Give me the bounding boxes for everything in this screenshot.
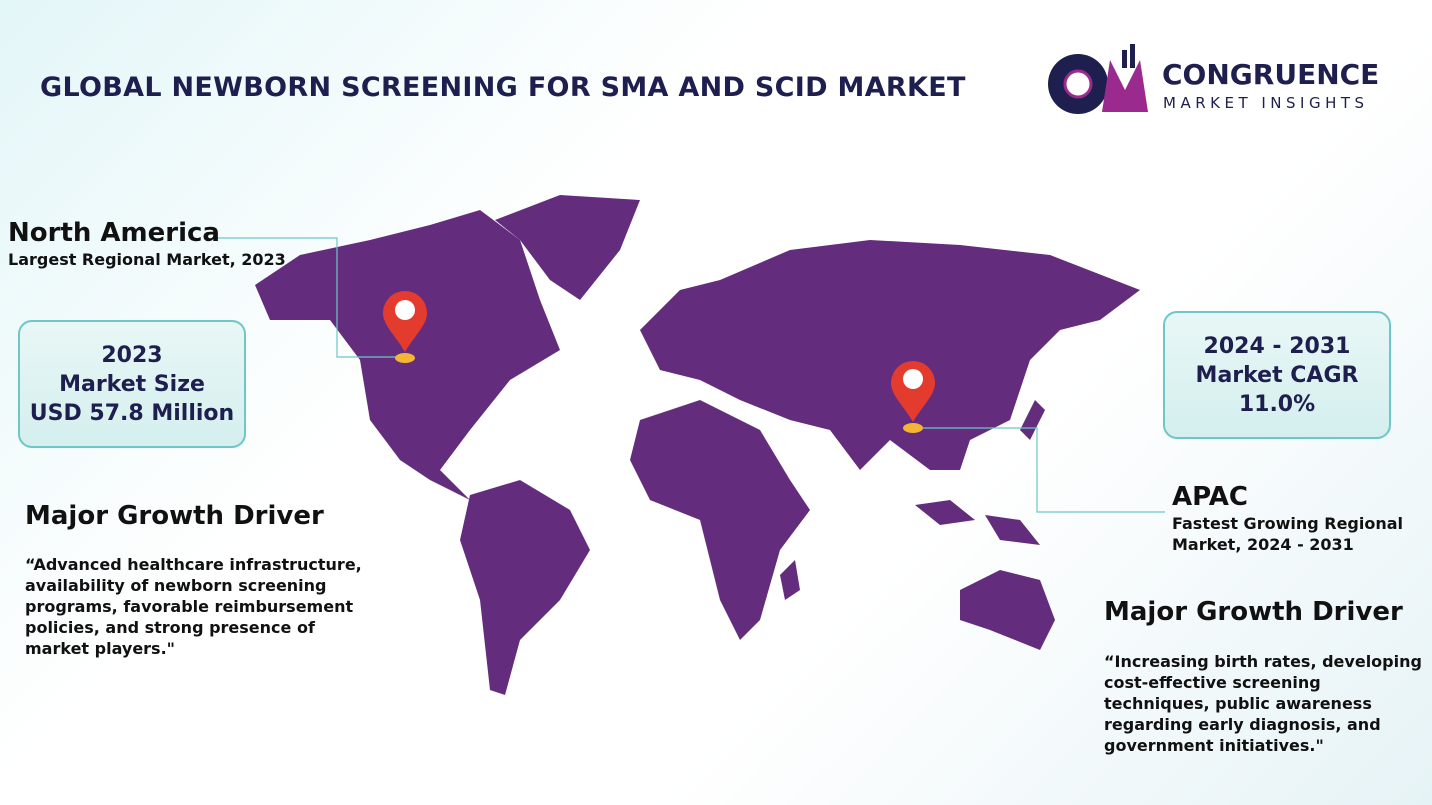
label: Market CAGR	[1195, 362, 1359, 388]
title: GLOBAL NEWBORN SCREENING FOR SMA AND SCI…	[40, 72, 966, 103]
label: Market Size	[59, 371, 205, 397]
year: 2023	[101, 342, 163, 368]
driver-text: “Advanced healthcare infrastructure, ava…	[25, 555, 362, 658]
cagr-card: 2024 - 2031 Market CAGR 11.0%	[1163, 311, 1391, 439]
value: 11.0%	[1238, 391, 1316, 417]
market-size-card: 2023 Market Size USD 57.8 Million	[18, 320, 246, 448]
region-note: Fastest Growing Regional Market, 2024 - …	[1172, 514, 1404, 554]
driver-text: “Increasing birth rates, developing cost…	[1104, 652, 1422, 755]
region-name: APAC	[1172, 482, 1248, 512]
driver-heading: Major Growth Driver	[25, 501, 324, 531]
logo-tagline: MARKET INSIGHTS	[1163, 94, 1369, 112]
period: 2024 - 2031	[1203, 333, 1351, 359]
value: USD 57.8 Million	[29, 400, 235, 426]
region-name: North America	[8, 218, 220, 248]
driver-heading: Major Growth Driver	[1104, 597, 1403, 627]
region-note: Largest Regional Market, 2023	[8, 250, 286, 269]
logo-name: CONGRUENCE	[1162, 58, 1380, 91]
